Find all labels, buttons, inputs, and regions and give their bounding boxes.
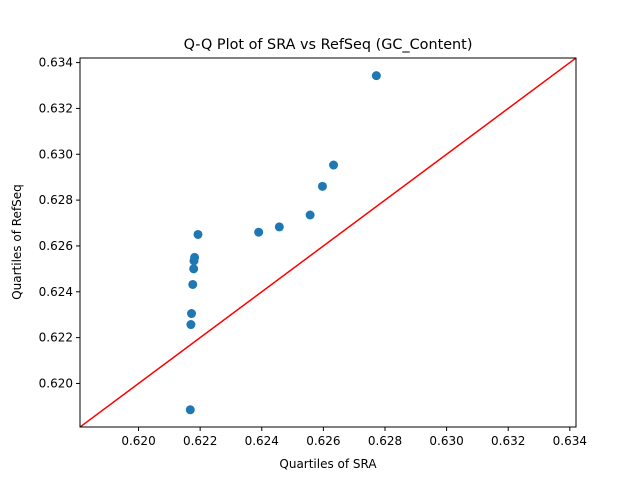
x-axis-label: Quartiles of SRA bbox=[279, 457, 377, 471]
data-point bbox=[190, 252, 200, 262]
data-points bbox=[185, 71, 381, 415]
plot-area bbox=[79, 57, 577, 428]
data-point bbox=[187, 309, 197, 319]
y-tick-label: 0.634 bbox=[39, 56, 73, 70]
data-point bbox=[305, 210, 315, 220]
x-tick-label: 0.624 bbox=[245, 434, 279, 448]
y-tick-label: 0.626 bbox=[39, 239, 73, 253]
x-tick-label: 0.634 bbox=[553, 434, 587, 448]
data-point bbox=[329, 160, 339, 170]
x-tick-label: 0.632 bbox=[491, 434, 525, 448]
data-point bbox=[189, 264, 199, 274]
x-tick-label: 0.630 bbox=[429, 434, 463, 448]
data-point bbox=[186, 320, 196, 330]
y-tick-label: 0.632 bbox=[39, 101, 73, 115]
data-point bbox=[185, 405, 195, 415]
data-point bbox=[254, 227, 264, 237]
y-axis-label: Quartiles of RefSeq bbox=[10, 184, 24, 300]
data-point bbox=[274, 222, 284, 232]
plot-frame bbox=[79, 57, 577, 428]
reference-line bbox=[80, 58, 576, 427]
x-tick-label: 0.628 bbox=[368, 434, 402, 448]
data-point bbox=[371, 71, 381, 81]
y-tick-label: 0.622 bbox=[39, 331, 73, 345]
y-axis: 0.620 0.622 0.624 0.626 0.628 0.630 0.632 0.634 bbox=[39, 56, 80, 390]
y-tick-label: 0.620 bbox=[39, 376, 73, 390]
x-axis: 0.620 0.622 0.624 0.626 0.628 0.630 0.632 0.634 bbox=[121, 427, 587, 448]
x-tick-label: 0.626 bbox=[306, 434, 340, 448]
y-tick-label: 0.630 bbox=[39, 147, 73, 161]
x-tick-label: 0.622 bbox=[183, 434, 217, 448]
y-tick-label: 0.628 bbox=[39, 193, 73, 207]
y-tick-label: 0.624 bbox=[39, 285, 73, 299]
data-point bbox=[193, 229, 203, 239]
x-tick-label: 0.620 bbox=[121, 434, 155, 448]
data-point bbox=[317, 181, 327, 191]
data-point bbox=[188, 279, 198, 289]
chart-title: Q-Q Plot of SRA vs RefSeq (GC_Content) bbox=[184, 37, 473, 53]
